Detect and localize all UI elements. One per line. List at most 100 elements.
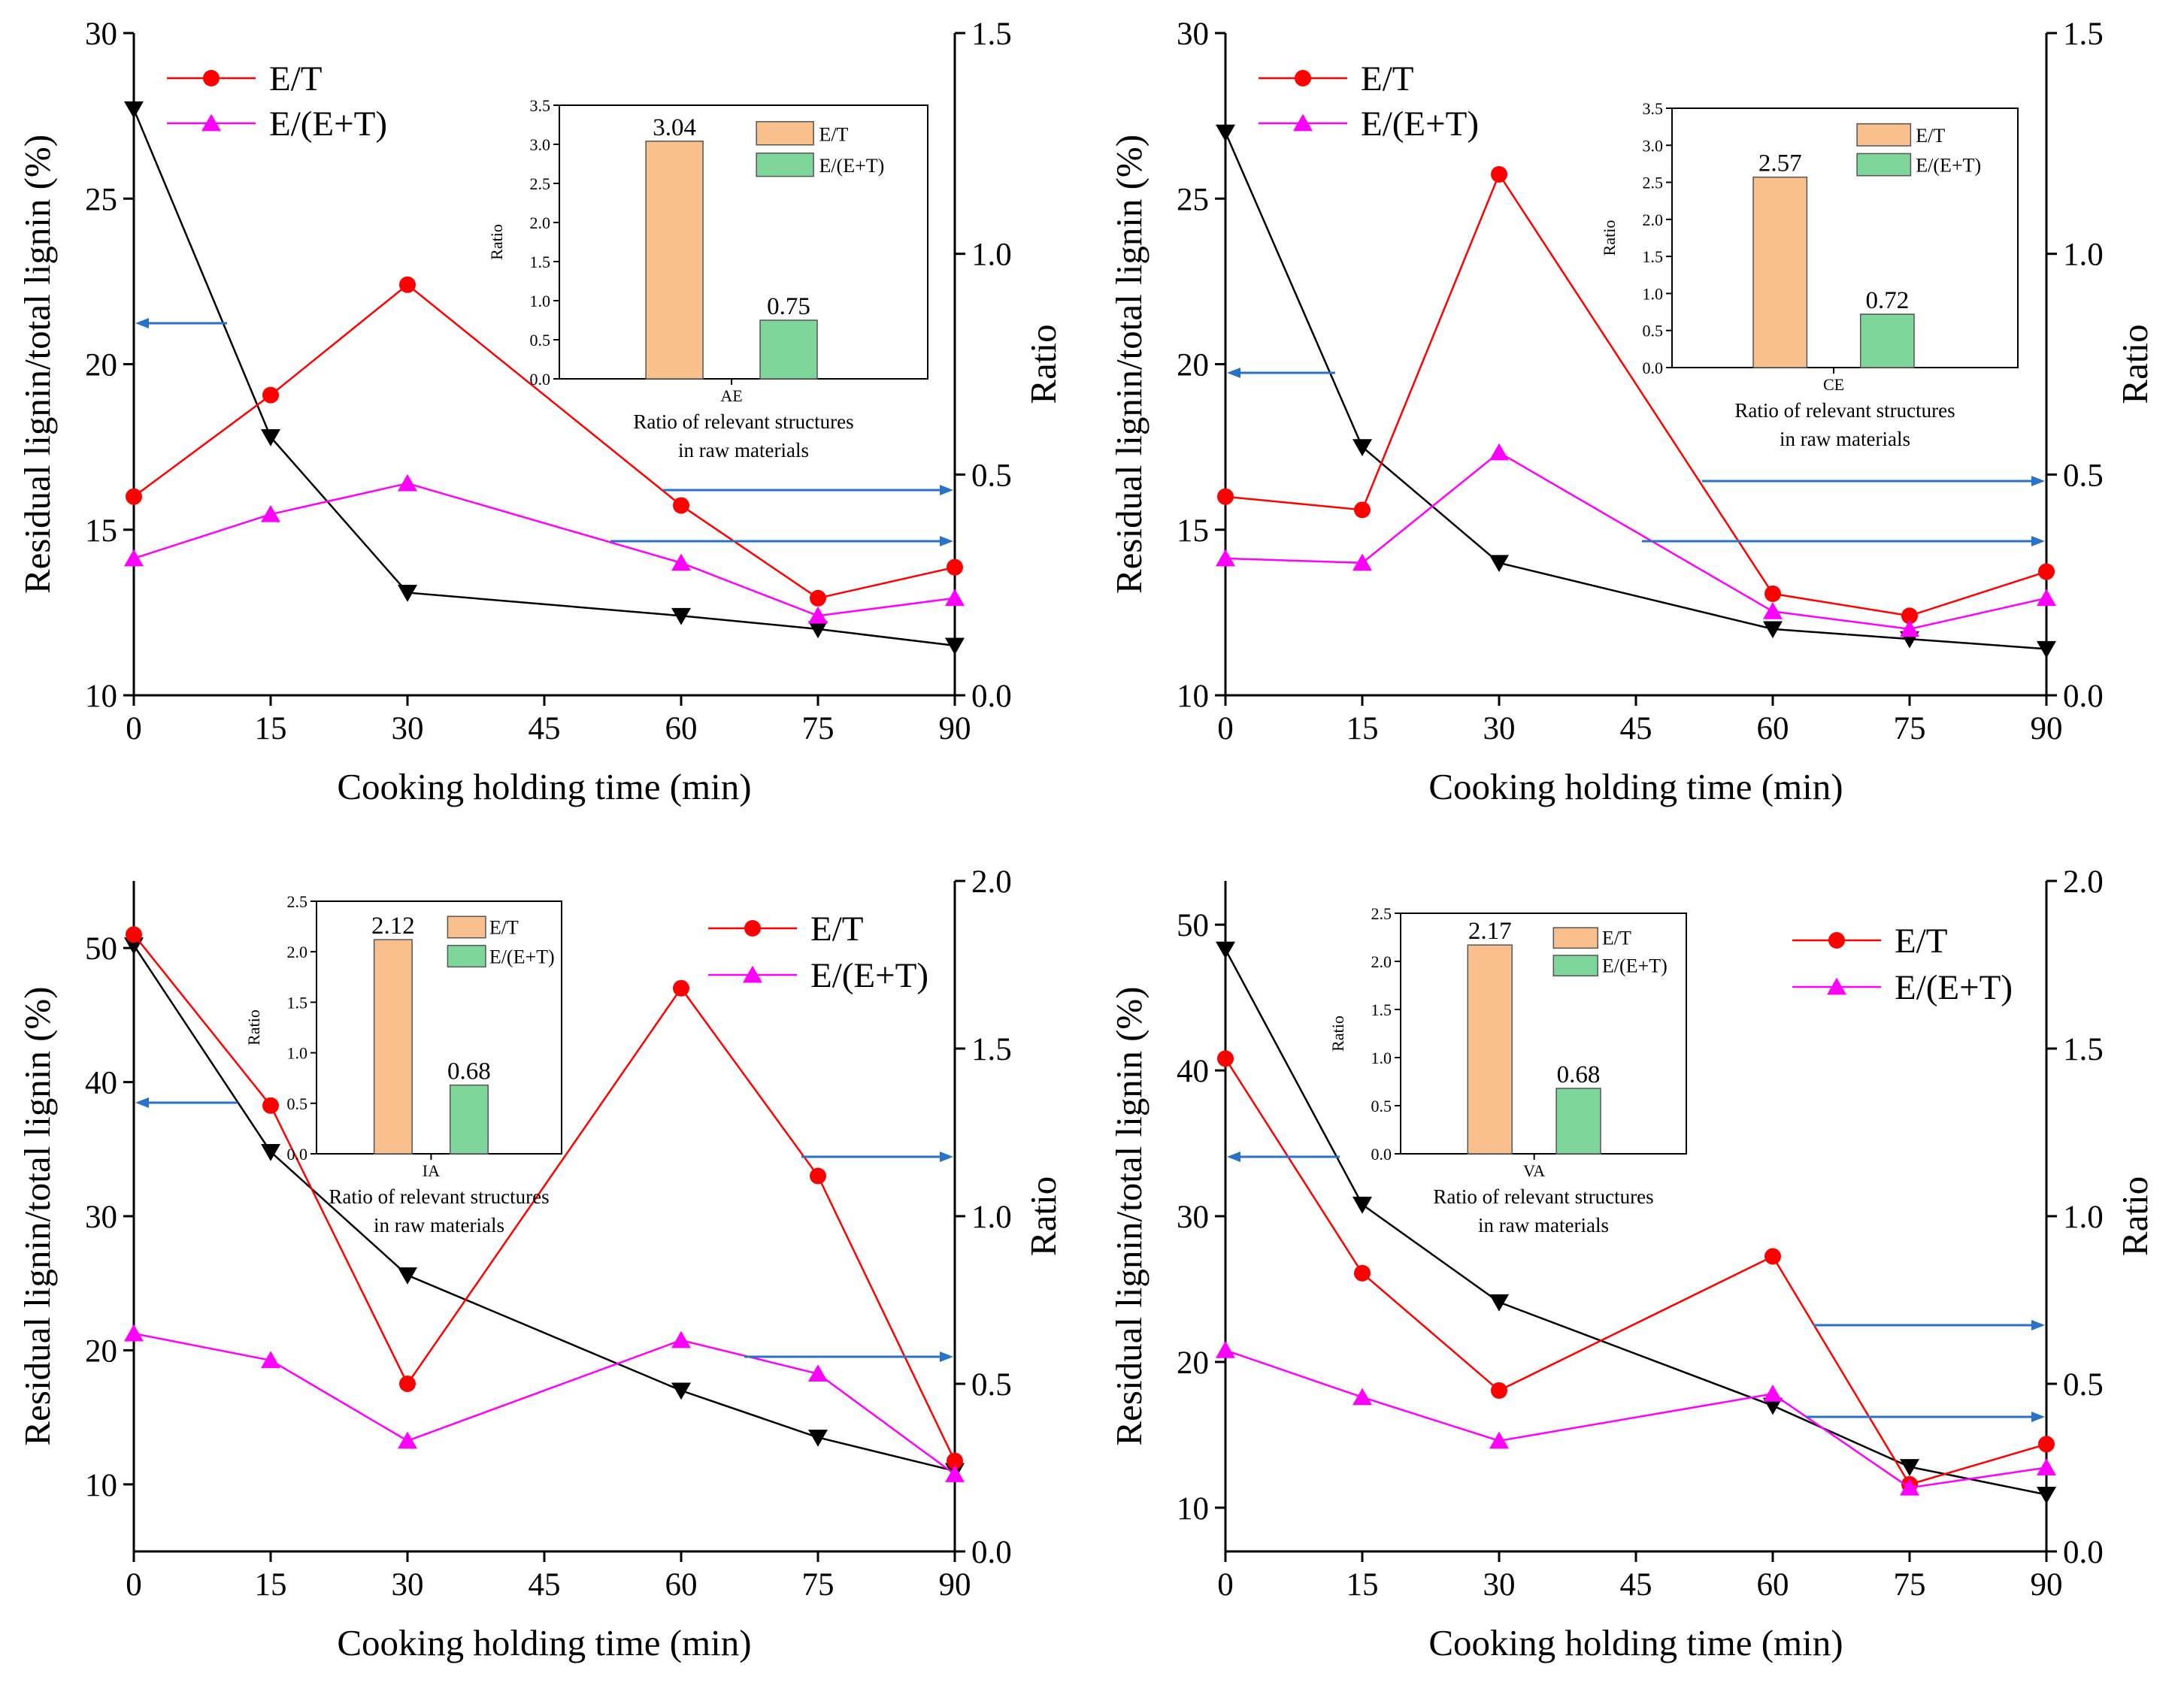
axis-arrow-head — [1227, 368, 1240, 378]
data-point-circle — [673, 979, 689, 997]
x-tick-label: 90 — [2031, 711, 2063, 746]
inset-y-tick-label: 2.5 — [287, 892, 308, 911]
data-point-triangle-down — [124, 101, 144, 119]
data-point-triangle-up — [2037, 589, 2056, 607]
inset-legend-swatch — [447, 945, 486, 968]
panel-bottom-left: 0 15 30 45 60 75 90 10 20 30 40 50 0.0 0.5 1.0 1.5 2.0 Co… — [0, 847, 1092, 1698]
data-point-triangle-up — [261, 504, 280, 522]
data-point-triangle-down — [1489, 555, 1509, 573]
axis-arrow-head — [1227, 1152, 1240, 1162]
inset-frame — [1671, 107, 2019, 368]
data-point-triangle-down — [1489, 1294, 1509, 1312]
panel-bottom-right: 0 15 30 45 60 75 90 10 20 30 40 50 0.0 0.5 1.0 1.5 2.0 Co… — [1092, 847, 2183, 1698]
data-point-circle — [1901, 607, 1918, 625]
x-tick-label: 75 — [1894, 711, 1926, 746]
y-right-tick-label: 0.0 — [2063, 679, 2104, 714]
y-right-tick-label: 1.0 — [971, 238, 1012, 273]
data-point-triangle-up — [671, 553, 691, 571]
inset-caption: in raw materials — [374, 1214, 504, 1236]
legend-label: E/(E+T) — [269, 104, 387, 144]
series-line-triangle-up — [1225, 1349, 2047, 1489]
data-point-circle — [126, 488, 142, 505]
inset-bar-ete — [1555, 1088, 1601, 1155]
x-tick-label: 45 — [1620, 711, 1652, 746]
inset-bar-value-label: 0.72 — [1865, 287, 1909, 314]
y-left-tick-label: 20 — [85, 348, 117, 383]
data-point-triangle-down — [808, 1429, 828, 1447]
legend-marker — [203, 70, 220, 86]
inset-y-tick-label: 2.0 — [1643, 210, 1664, 229]
y-right-axis-label: Ratio — [2114, 324, 2155, 404]
x-axis-label: Cooking holding time (min) — [337, 1622, 751, 1663]
data-point-triangle-up — [2037, 1458, 2056, 1476]
data-point-circle — [2038, 563, 2055, 580]
data-point-triangle-down — [1763, 621, 1783, 639]
y-right-tick-label: 2.0 — [2063, 864, 2104, 900]
data-point-triangle-up — [1353, 1388, 1372, 1406]
inset-legend-swatch — [756, 152, 814, 177]
y-left-tick-label: 50 — [85, 931, 117, 967]
data-point-triangle-down — [1216, 941, 1235, 959]
y-left-tick-label: 50 — [1177, 908, 1209, 943]
inset-y-tick-label: 1.0 — [1371, 1049, 1392, 1067]
x-tick-label: 15 — [1346, 1567, 1379, 1603]
y-left-tick-label: 40 — [85, 1066, 117, 1101]
data-point-triangle-up — [124, 549, 144, 567]
data-point-triangle-up — [1489, 1431, 1509, 1449]
data-point-circle — [1764, 585, 1781, 602]
inset-bar-ete — [449, 1084, 489, 1155]
data-point-triangle-up — [1353, 553, 1372, 571]
series-line-triangle-up — [133, 1332, 956, 1476]
inset-y-tick-label: 1.5 — [1371, 1000, 1392, 1019]
data-point-circle — [126, 926, 142, 943]
axis-arrow-head — [940, 485, 953, 495]
inset-bar-value-label: 2.12 — [371, 913, 415, 940]
data-point-circle — [673, 497, 689, 514]
data-point-circle — [947, 1452, 963, 1469]
inset-bar-et — [1752, 176, 1808, 368]
inset-bar-value-label: 2.17 — [1468, 918, 1512, 945]
y-right-tick-label: 1.0 — [2063, 1200, 2104, 1235]
data-point-triangle-down — [1216, 124, 1235, 142]
x-tick-label: 30 — [392, 1567, 424, 1603]
inset-frame — [1400, 913, 1687, 1155]
data-point-triangle-up — [945, 1465, 965, 1482]
y-right-tick-label: 1.5 — [971, 1032, 1012, 1067]
y-left-tick-label: 25 — [85, 182, 117, 217]
chart-bottom-right: 0 15 30 45 60 75 90 10 20 30 40 50 0.0 0.5 1.0 1.5 2.0 Co… — [1108, 864, 2155, 1663]
y-left-tick-label: 20 — [1177, 1345, 1209, 1381]
y-left-tick-label: 30 — [85, 1200, 117, 1235]
data-point-triangle-up — [1763, 1385, 1783, 1402]
series-line-triangle-down — [132, 108, 956, 647]
inset-y-axis-label: Ratio — [1328, 1015, 1347, 1052]
y-left-tick-label: 10 — [1177, 1491, 1209, 1527]
inset-legend-swatch — [1552, 955, 1598, 976]
legend-marker — [1827, 977, 1846, 995]
data-point-triangle-up — [398, 1431, 417, 1449]
panel-top-left: 0 15 30 45 60 75 90 10 15 20 25 30 0.0 0.5 1.0 1.5 Cooki… — [0, 0, 1092, 851]
y-right-tick-label: 0.5 — [971, 458, 1012, 493]
x-axis-label: Cooking holding time (min) — [337, 766, 751, 807]
chart-top-left: 0 15 30 45 60 75 90 10 15 20 25 30 0.0 0.5 1.0 1.5 Cooki… — [17, 17, 1064, 807]
y-right-axis-label: Ratio — [2114, 1176, 2155, 1256]
inset-y-tick-label: 0.5 — [287, 1094, 308, 1113]
x-tick-label: 30 — [1483, 711, 1516, 746]
inset-legend-label: E/T — [489, 917, 519, 939]
inset-bar-value-label: 3.04 — [653, 114, 696, 141]
data-point-triangle-down — [671, 1382, 691, 1400]
x-tick-label: 60 — [665, 1567, 698, 1603]
inset-legend-label: E/T — [1916, 125, 1945, 147]
inset-legend-label: E/(E+T) — [819, 155, 884, 177]
y-right-tick-label: 1.5 — [971, 17, 1012, 52]
inset-y-tick-label: 0.5 — [1371, 1097, 1392, 1115]
y-right-tick-label: 1.0 — [971, 1200, 1012, 1235]
inset-legend-label: E/T — [819, 123, 848, 145]
inset-y-tick-label: 2.0 — [287, 943, 308, 961]
inset-y-tick-label: 2.0 — [1371, 952, 1392, 971]
x-tick-label: 0 — [1217, 1567, 1234, 1603]
y-left-tick-label: 15 — [1177, 513, 1209, 549]
data-point-circle — [1491, 165, 1507, 183]
x-tick-label: 60 — [665, 711, 698, 746]
series-line-circle — [133, 283, 956, 600]
series-line-circle — [133, 934, 956, 1462]
